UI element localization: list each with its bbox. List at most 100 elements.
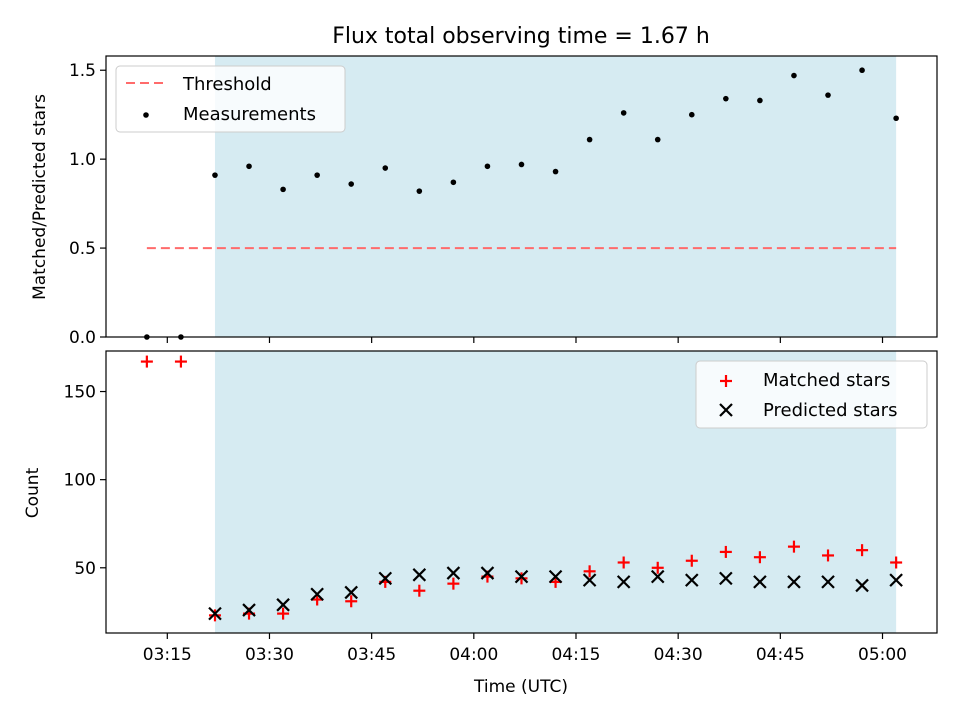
top-y-axis-label: Matched/Predicted stars	[30, 94, 50, 300]
measurement-point	[620, 110, 627, 116]
legend-matched-label: Matched stars	[763, 370, 890, 391]
predicted-star-point	[787, 575, 801, 589]
measurement-point	[450, 179, 457, 186]
legend-threshold-label: Threshold	[182, 74, 272, 95]
matched-star-point	[685, 554, 698, 567]
predicted-star-point	[276, 598, 290, 612]
predicted-star-point	[378, 571, 393, 586]
y-tick-label: 0.5	[69, 239, 96, 259]
predicted-star-point	[480, 566, 495, 580]
matched-star-point	[856, 544, 869, 557]
x-tick-label: 04:45	[756, 645, 805, 665]
predicted-star-point	[582, 573, 597, 587]
predicted-star-point	[889, 573, 903, 587]
bottom-y-axis-label: Count	[23, 467, 43, 518]
matched-star-point	[719, 545, 732, 558]
bottom-legend-box	[695, 360, 928, 429]
bottom-plot-frame	[105, 350, 938, 634]
top-panel: 0.0 0.5 1.0 1.5 Matched/Predicted stars Thr…	[30, 55, 938, 348]
x-tick-label: 03:45	[347, 645, 396, 665]
measurement-point	[484, 163, 491, 170]
measurement-point	[518, 161, 525, 168]
y-tick-label: 150	[64, 383, 96, 403]
x-tick-label: 05:00	[858, 645, 907, 665]
top-x-axis	[166, 337, 884, 343]
predicted-star-point	[514, 569, 529, 584]
legend-measurements-swatch	[143, 112, 149, 118]
matched-star-point	[651, 561, 664, 574]
matched-star-point	[515, 572, 528, 585]
measurement-point	[586, 136, 593, 143]
measurement-point	[382, 165, 389, 171]
chart-title: Flux total observing time = 1.67 h	[332, 24, 710, 49]
matched-star-point	[447, 577, 460, 590]
predicted-star-point	[548, 569, 563, 584]
x-tick-label: 03:30	[245, 645, 294, 665]
bottom-x-axis: 03:15 03:30 03:45 04:00 04:15 04:30 04:45 05:00	[143, 633, 907, 665]
x-tick-label: 04:15	[551, 645, 600, 665]
measurement-point	[825, 92, 831, 98]
matched-star-point	[345, 595, 358, 608]
measurement-point	[552, 168, 559, 175]
measurement-point	[280, 186, 286, 193]
y-tick-label: 1.0	[69, 150, 96, 170]
x-tick-label: 04:30	[654, 645, 703, 665]
matched-star-point	[753, 551, 766, 564]
matched-star-point	[822, 549, 835, 562]
measurement-point	[314, 172, 320, 178]
measurement-point	[246, 163, 252, 170]
top-legend: Threshold Measurements	[115, 65, 346, 133]
predicted-stars-series	[208, 566, 903, 621]
bottom-y-axis: 50 100 150	[64, 383, 106, 579]
x-tick-label: 04:00	[449, 645, 498, 665]
matched-star-point	[413, 584, 426, 597]
measurement-point	[791, 72, 797, 79]
predicted-star-point	[446, 566, 461, 580]
measurement-point	[348, 181, 355, 187]
measurement-point	[893, 115, 899, 122]
measurement-point	[757, 97, 763, 104]
measurement-point	[416, 188, 423, 194]
top-legend-box	[115, 65, 346, 133]
measurement-point	[859, 67, 865, 74]
predicted-star-point	[208, 606, 222, 621]
matched-star-point	[174, 355, 187, 368]
predicted-star-point	[344, 585, 358, 600]
measurement-point	[723, 95, 729, 102]
predicted-star-point	[412, 568, 427, 582]
predicted-star-point	[650, 569, 665, 584]
matched-star-point	[277, 607, 290, 620]
y-tick-label: 0.0	[69, 328, 96, 348]
predicted-star-point	[685, 573, 699, 587]
measurement-point	[212, 172, 218, 178]
matched-star-point	[617, 556, 630, 569]
x-axis-label: Time (UTC)	[473, 677, 568, 697]
legend-measurements-label: Measurements	[183, 104, 316, 125]
bottom-legend: Matched stars Predicted stars	[695, 360, 928, 429]
y-tick-label: 50	[74, 559, 96, 579]
predicted-star-point	[616, 575, 631, 589]
predicted-star-point	[855, 578, 869, 593]
matched-star-point	[208, 609, 221, 622]
legend-matched-swatch	[720, 375, 732, 387]
y-tick-label: 1.5	[69, 61, 96, 81]
predicted-star-point	[719, 571, 733, 586]
matched-star-point	[140, 355, 153, 368]
predicted-star-point	[310, 587, 324, 602]
predicted-star-point	[242, 603, 256, 617]
measurement-point	[654, 136, 661, 143]
x-tick-label: 03:15	[143, 645, 192, 665]
legend-predicted-swatch	[719, 403, 733, 417]
measurement-point	[688, 111, 695, 118]
matched-star-point	[583, 565, 596, 578]
top-plot-frame	[105, 55, 938, 338]
legend-predicted-label: Predicted stars	[763, 400, 897, 421]
predicted-star-point	[821, 575, 835, 589]
matched-star-point	[787, 540, 800, 553]
predicted-star-point	[753, 575, 767, 589]
matched-star-point	[890, 556, 903, 569]
top-y-axis: 0.0 0.5 1.0 1.5	[69, 61, 106, 348]
y-tick-label: 100	[64, 471, 96, 491]
